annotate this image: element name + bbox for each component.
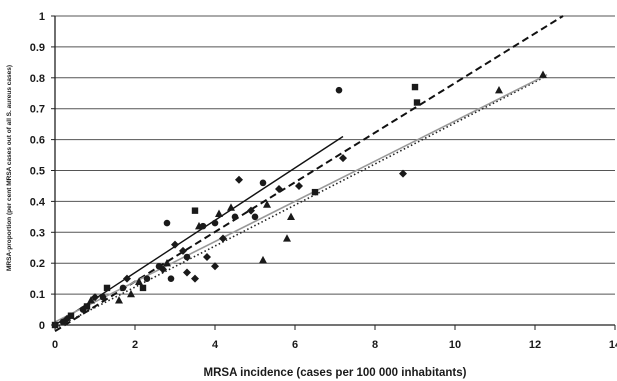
diamond-point [179, 246, 187, 255]
circle-point [119, 284, 127, 292]
triangle-point [135, 277, 143, 285]
data-points [51, 70, 547, 329]
y-tick-label: 0.2 [30, 258, 45, 270]
diamond-point [183, 268, 191, 277]
square-point [311, 188, 319, 196]
y-tick-label: 0.9 [30, 42, 45, 54]
square-point [191, 207, 199, 214]
circle-point [79, 306, 87, 313]
triangle-point [283, 234, 291, 242]
trend-line-gray [54, 73, 548, 323]
diamond-point [235, 175, 243, 184]
diamond-point [211, 262, 219, 271]
circle-point [259, 179, 267, 187]
diamond-point [295, 181, 303, 190]
y-tick-label: 0.5 [30, 166, 45, 178]
diamond-point [203, 253, 211, 262]
x-tick-label: 2 [132, 339, 138, 351]
triangle-point [227, 203, 235, 211]
diamond-point [219, 234, 227, 243]
circle-point [155, 262, 163, 270]
triangle-point [115, 296, 123, 304]
triangle-point [263, 200, 271, 208]
circle-point [99, 293, 107, 301]
y-tick-label: 0.1 [30, 289, 45, 301]
y-axis-label: MRSA-proportion (per cent MRSA cases out… [6, 65, 13, 271]
x-tick-label: 14 [609, 339, 617, 351]
square-point [139, 284, 147, 292]
grid-lines [55, 15, 615, 295]
circle-point [167, 275, 175, 282]
x-tick-label: 8 [372, 339, 378, 351]
y-tick-label: 0.4 [30, 196, 46, 208]
circle-point [231, 213, 239, 221]
x-tick-label: 0 [52, 339, 58, 351]
diamond-point [339, 154, 347, 163]
y-tick-labels: 0 0.1 0.2 0.3 0.4 0.5 0.6 0.7 0.8 0.9 1 [30, 11, 55, 332]
diamond-point [399, 169, 407, 178]
x-axis-label: MRSA incidence (cases per 100 000 inhabi… [204, 367, 467, 379]
triangle-point [287, 212, 295, 221]
triangle-point [127, 289, 135, 298]
diamond-point [123, 274, 131, 283]
circle-point [211, 219, 219, 227]
diamond-point [91, 293, 99, 302]
triangle-point [87, 296, 95, 304]
square-point [103, 284, 111, 292]
circle-point [183, 253, 191, 261]
square-point [67, 312, 75, 319]
circle-point [251, 213, 259, 221]
diamond-point [171, 240, 179, 249]
circle-point [143, 275, 151, 282]
y-tick-label: 0.3 [30, 227, 45, 239]
y-tick-label: 0.8 [30, 73, 45, 85]
circle-point [59, 318, 67, 326]
x-tick-label: 10 [449, 339, 461, 351]
triangle-point [495, 85, 503, 94]
x-tick-label: 6 [292, 339, 298, 351]
y-tick-label: 0.6 [30, 135, 45, 147]
y-tick-label: 0.7 [30, 104, 45, 116]
y-tick-label: 1 [39, 11, 45, 23]
triangle-point [163, 259, 171, 267]
square-point [411, 83, 419, 91]
diamond-point [275, 185, 283, 194]
x-tick-label: 4 [212, 339, 219, 351]
y-tick-label: 0 [39, 320, 45, 332]
diamond-point [191, 274, 199, 283]
circle-point [163, 219, 171, 227]
circle-point [335, 86, 343, 94]
x-tick-label: 12 [529, 339, 541, 351]
x-tick-labels: 0 2 4 6 8 10 12 14 [52, 325, 617, 351]
trend-line-solid [54, 135, 344, 326]
triangle-point [539, 70, 547, 78]
square-point [413, 99, 421, 106]
trend-lines [54, 15, 564, 333]
diamond-point [247, 206, 255, 215]
trend-line-dotted [54, 77, 544, 329]
triangle-point [215, 209, 223, 217]
triangle-point [195, 221, 203, 230]
square-point [83, 303, 91, 310]
triangle-point [259, 255, 267, 264]
